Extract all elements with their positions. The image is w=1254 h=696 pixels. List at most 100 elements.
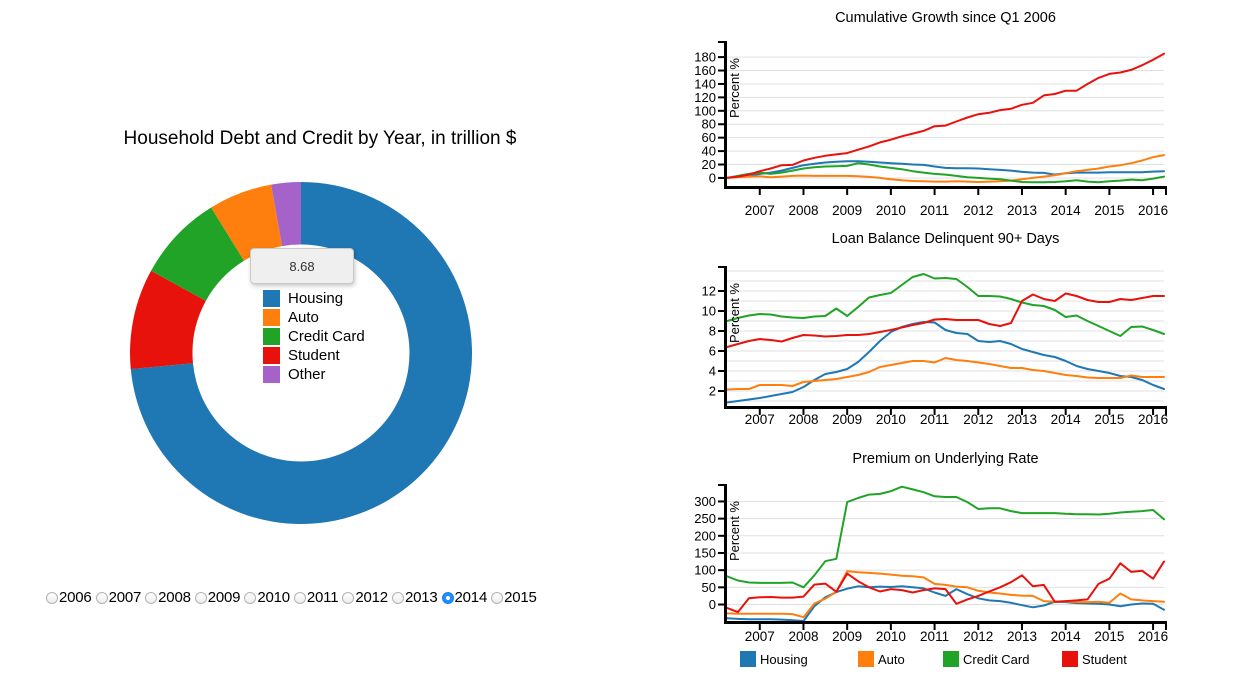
donut-slice-other[interactable]	[271, 182, 301, 247]
x-tick-label: 2009	[832, 412, 862, 427]
x-tick-label: 2009	[832, 203, 862, 218]
series-line-auto[interactable]	[727, 570, 1165, 619]
donut-slice-auto[interactable]	[211, 184, 283, 261]
x-tick-label: 2007	[745, 412, 775, 427]
series-line-credit-card[interactable]	[727, 485, 1165, 589]
legend-swatch-auto	[858, 651, 874, 667]
y-tick-label: 160	[694, 63, 716, 78]
y-tick-label: 140	[694, 76, 716, 91]
y-tick-label: 2	[709, 384, 716, 399]
series-line-housing[interactable]	[727, 321, 1165, 404]
series-group[interactable]	[727, 52, 1165, 184]
series-group[interactable]	[727, 485, 1165, 622]
legend-item-auto: Auto	[858, 651, 905, 667]
x-tick-label: 2015	[1094, 629, 1124, 644]
axes	[718, 484, 1167, 630]
x-tick-label: 2012	[963, 629, 993, 644]
donut-slice-credit-card[interactable]	[151, 207, 244, 301]
x-tick-label: 2016	[1138, 412, 1168, 427]
donut-tooltip-value: 8.68	[289, 258, 315, 274]
donut-tooltip: 8.68	[250, 248, 354, 284]
y-tick-label: 180	[694, 50, 716, 65]
legend-swatch-student	[1062, 651, 1078, 667]
x-tick-label: 2014	[1051, 203, 1082, 218]
legend-label: Other	[288, 366, 326, 383]
year-radio-2014[interactable]: 2014	[441, 589, 487, 606]
year-radio-2006[interactable]: 2006	[46, 589, 92, 606]
donut-legend-item: Credit Card	[263, 328, 365, 345]
y-tick-label: 0	[709, 597, 716, 612]
year-radio-label: 2015	[504, 589, 537, 606]
legend-label: Auto	[878, 651, 905, 667]
series-line-auto[interactable]	[727, 154, 1165, 183]
year-radio-2009[interactable]: 2009	[194, 589, 241, 606]
year-radio-2013[interactable]: 2013	[391, 589, 438, 606]
y-tick-label: 12	[702, 284, 716, 299]
x-tick-label: 2008	[788, 412, 818, 427]
year-radio-2011[interactable]: 2011	[293, 589, 339, 606]
chart-title: Cumulative Growth since Q1 2006	[835, 10, 1056, 26]
y-tick-label: 8	[709, 324, 716, 339]
legend-label: Housing	[760, 651, 808, 667]
premium-on-underlying-rate-chart: Premium on Underlying Rate 0 50 100 150 200 25…	[694, 451, 1168, 644]
year-selector[interactable]: 2006 2007 2008 2009 2010 2011 2012 2013 2014 2015	[46, 589, 537, 606]
radio-icon[interactable]	[342, 591, 355, 604]
series-line-housing[interactable]	[727, 160, 1165, 179]
legend-swatch-credit-card	[943, 651, 959, 667]
year-radio-label: 2013	[404, 589, 438, 606]
year-radio-2015[interactable]: 2015	[491, 589, 537, 606]
series-line-student[interactable]	[727, 292, 1165, 348]
year-radio-label: 2008	[158, 589, 191, 606]
radio-icon[interactable]	[46, 591, 58, 604]
year-radio-2010[interactable]: 2010	[244, 589, 290, 606]
radio-icon[interactable]	[145, 591, 158, 604]
series-line-student[interactable]	[727, 560, 1165, 614]
x-tick-label: 2012	[963, 412, 993, 427]
donut-chart[interactable]	[130, 182, 472, 524]
x-tick-label: 2007	[745, 203, 775, 218]
series-line-student[interactable]	[727, 52, 1165, 179]
year-radio-2007[interactable]: 2007	[95, 589, 142, 606]
radio-icon[interactable]	[244, 591, 257, 604]
y-tick-label: 50	[702, 580, 716, 595]
legend-item-housing: Housing	[740, 651, 808, 667]
year-radio-label: 2010	[257, 589, 290, 606]
donut-slice-housing[interactable]	[130, 182, 472, 524]
y-tick-label: 300	[694, 494, 716, 509]
radio-icon[interactable]	[194, 591, 207, 604]
x-tick-label: 2010	[876, 203, 906, 218]
series-line-housing[interactable]	[727, 585, 1165, 622]
y-tick-label: 100	[694, 103, 716, 118]
legend-label: Credit Card	[963, 651, 1030, 667]
x-tick-label: 2015	[1094, 412, 1124, 427]
year-radio-label: 2007	[108, 589, 142, 606]
x-tick-label: 2010	[876, 629, 906, 644]
radio-selected-icon[interactable]	[441, 591, 454, 604]
radio-icon[interactable]	[491, 591, 504, 604]
donut-legend: Housing Auto Credit Card Student Other	[263, 290, 365, 383]
y-tick-label: 0	[709, 170, 716, 185]
chart-title: Loan Balance Delinquent 90+ Days	[832, 231, 1060, 247]
cumulative-growth-chart: Cumulative Growth since Q1 2006 020406080…	[694, 10, 1168, 218]
axes	[718, 41, 1167, 195]
legend-label: Student	[288, 347, 340, 364]
legend-swatch-housing	[740, 651, 756, 667]
series-line-credit-card[interactable]	[727, 162, 1165, 184]
y-tick-label: 100	[694, 563, 716, 578]
donut-slice-student[interactable]	[130, 270, 206, 370]
y-tick-label: 10	[702, 304, 716, 319]
y-tick-label: 80	[702, 117, 716, 132]
year-radio-2012[interactable]: 2012	[342, 589, 388, 606]
radio-icon[interactable]	[293, 591, 306, 604]
year-radio-2008[interactable]: 2008	[145, 589, 191, 606]
radio-icon[interactable]	[95, 591, 108, 604]
legend-swatch-other	[263, 366, 280, 383]
series-line-credit-card[interactable]	[727, 273, 1165, 337]
series-line-auto[interactable]	[727, 357, 1165, 391]
series-group[interactable]	[727, 273, 1165, 404]
y-tick-label: 200	[694, 528, 716, 543]
x-tick-label: 2014	[1051, 412, 1082, 427]
radio-icon[interactable]	[391, 591, 404, 604]
y-tick-label: 4	[709, 364, 716, 379]
legend-label: Housing	[288, 290, 344, 307]
